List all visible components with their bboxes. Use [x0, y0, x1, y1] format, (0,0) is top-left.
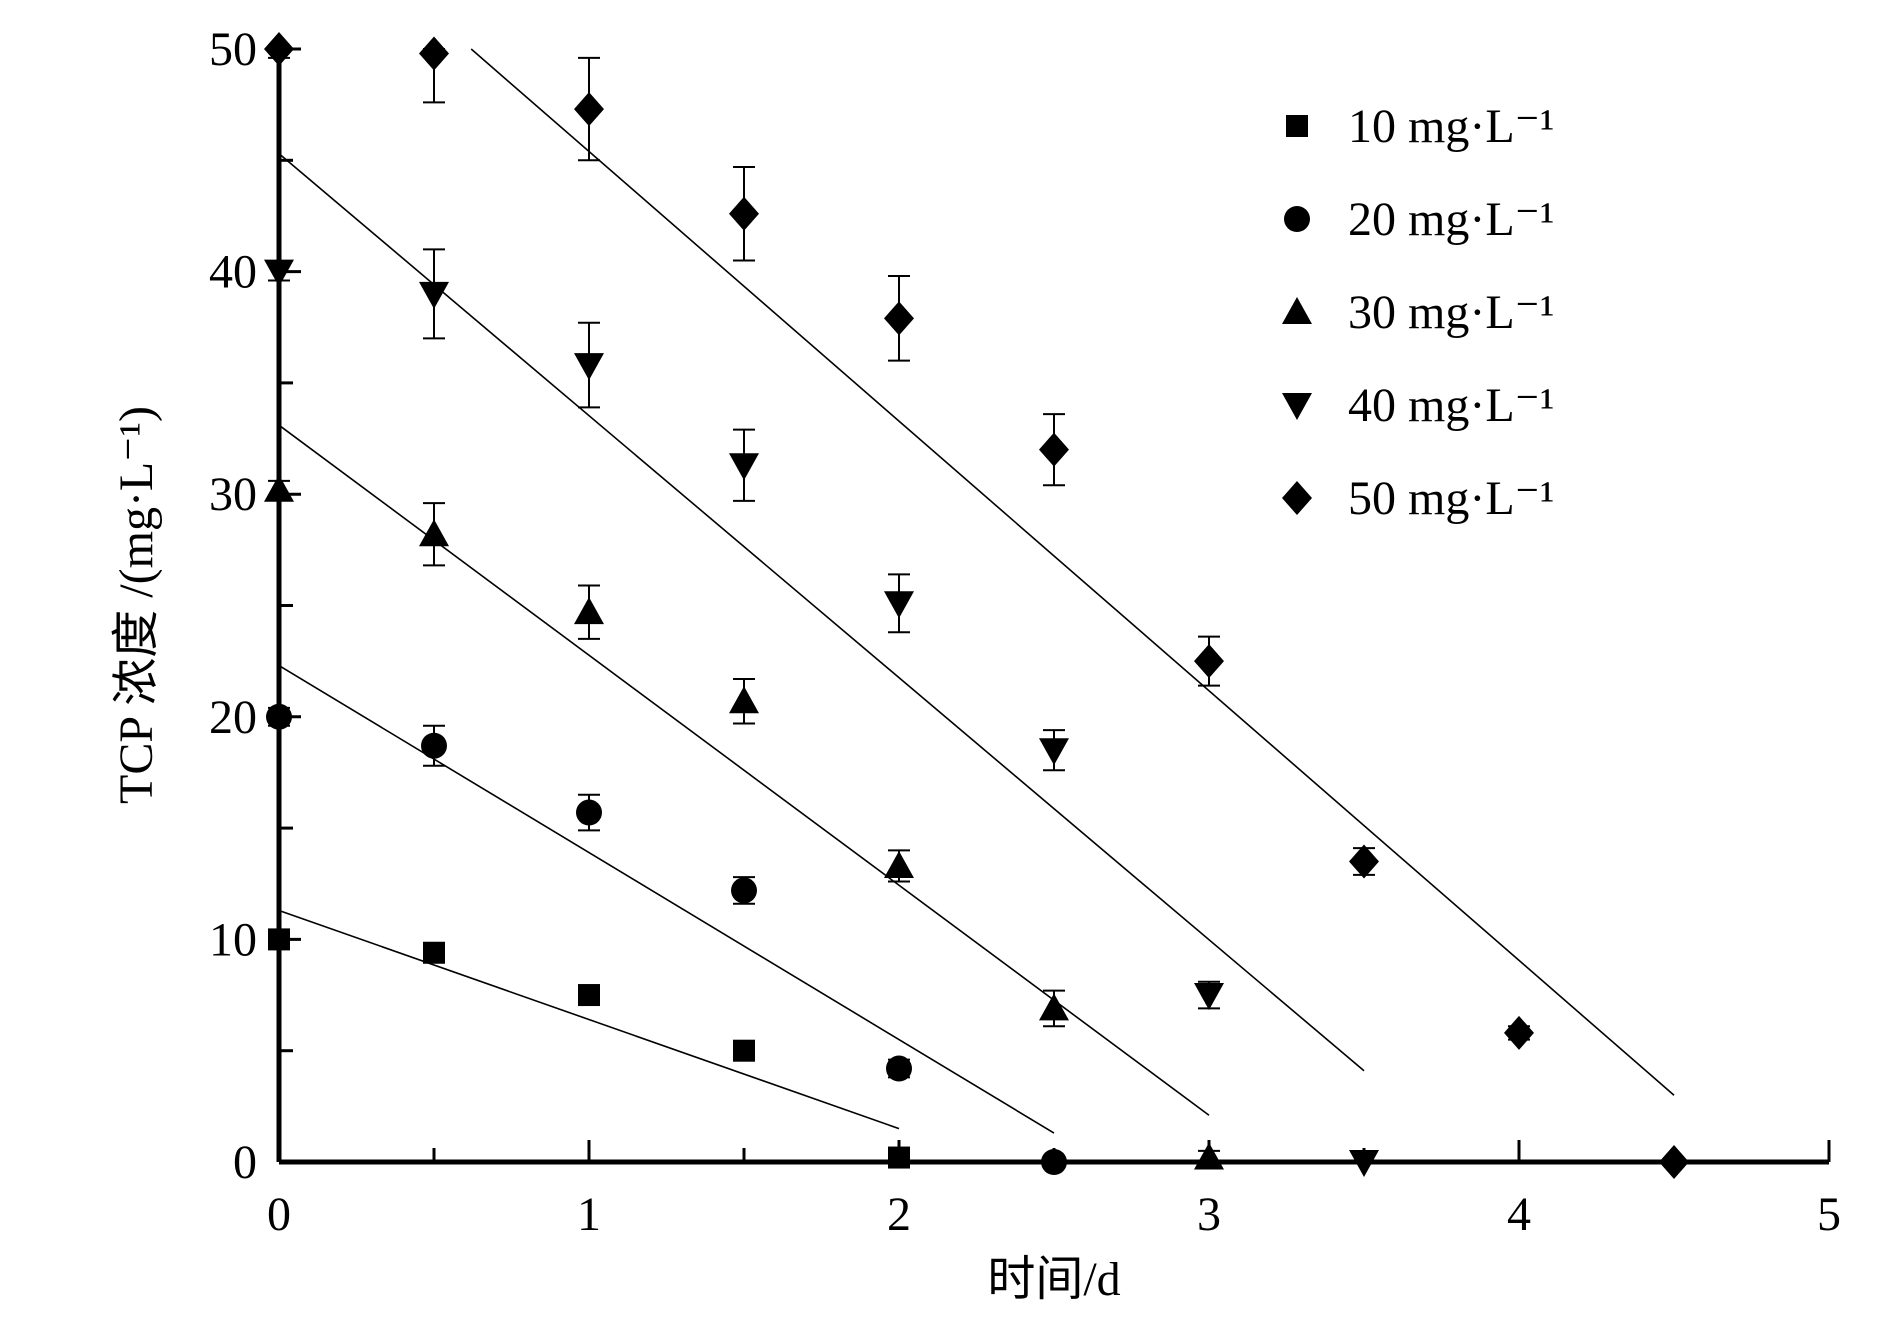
- data-point: [578, 984, 600, 1007]
- data-point: [729, 686, 759, 714]
- legend-label: 30 mg·L⁻¹: [1348, 286, 1554, 339]
- data-point: [419, 36, 449, 71]
- data-points: [264, 32, 1689, 1179]
- data-point: [733, 1039, 755, 1062]
- x-tick-label: 2: [887, 1188, 911, 1241]
- data-point: [1194, 644, 1224, 679]
- legend-label: 40 mg·L⁻¹: [1348, 379, 1554, 432]
- data-point: [423, 941, 445, 964]
- legend-label: 20 mg·L⁻¹: [1348, 193, 1554, 246]
- x-tick-label: 0: [267, 1188, 291, 1241]
- data-point: [1194, 983, 1224, 1011]
- fit-line: [470, 48, 1675, 1096]
- data-point: [1349, 844, 1379, 879]
- data-point: [1039, 432, 1069, 467]
- fit-line: [278, 909, 900, 1130]
- data-point: [729, 453, 759, 481]
- legend: 10 mg·L⁻¹ 20 mg·L⁻¹ 30 mg·L⁻¹ 40 mg·L⁻¹ 50 m…: [1282, 100, 1554, 525]
- y-tick-label: 0: [233, 1136, 257, 1189]
- y-tick-label: 50: [209, 23, 257, 76]
- x-tick-label: 4: [1507, 1188, 1531, 1241]
- data-point: [419, 281, 449, 309]
- data-point: [574, 353, 604, 381]
- fit-line: [278, 664, 1055, 1134]
- data-point: [884, 850, 914, 878]
- y-tick-label: 10: [209, 913, 257, 966]
- x-tick-label: 1: [577, 1188, 601, 1241]
- x-tick-label: 3: [1197, 1188, 1221, 1241]
- data-point: [574, 597, 604, 625]
- legend-label: 50 mg·L⁻¹: [1348, 472, 1554, 525]
- y-tick-label: 30: [209, 468, 257, 521]
- data-point: [886, 1055, 912, 1082]
- fit-line: [278, 153, 1365, 1072]
- legend-marker: [1282, 393, 1312, 420]
- data-point: [574, 92, 604, 127]
- data-point: [1039, 993, 1069, 1021]
- data-point: [1039, 738, 1069, 766]
- data-point: [421, 732, 447, 759]
- legend-marker: [1282, 481, 1312, 515]
- data-point: [729, 196, 759, 231]
- legend-marker: [1284, 206, 1310, 232]
- fit-line: [278, 424, 1210, 1116]
- data-point: [1504, 1015, 1534, 1050]
- data-point: [731, 877, 757, 904]
- data-point: [576, 799, 602, 826]
- x-axis-label: 时间/d: [987, 1253, 1120, 1306]
- data-point: [419, 519, 449, 547]
- x-tick-label: 5: [1817, 1188, 1841, 1241]
- y-axis-label: TCP 浓度 /(mg·L⁻¹): [110, 406, 163, 804]
- data-point: [884, 591, 914, 619]
- legend-marker: [1286, 115, 1308, 137]
- legend-marker: [1282, 297, 1312, 324]
- legend-label: 10 mg·L⁻¹: [1348, 100, 1554, 153]
- data-point: [884, 301, 914, 336]
- y-tick-label: 40: [209, 246, 257, 299]
- y-tick-label: 20: [209, 691, 257, 744]
